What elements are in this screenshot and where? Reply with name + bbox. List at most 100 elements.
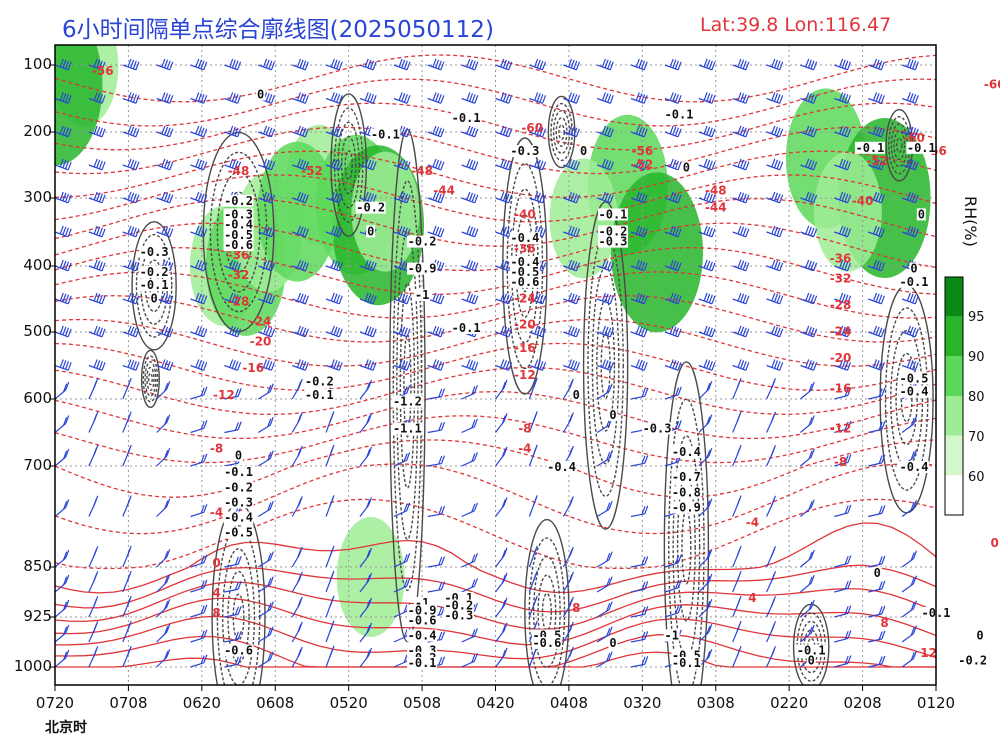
wind-barb-437 [834, 58, 852, 71]
temperature-label-8: -24 [250, 314, 272, 328]
omega-label-2: -0.2 [223, 194, 254, 208]
wind-barb-160 [325, 325, 343, 338]
wind-barb-39 [122, 92, 140, 104]
temperature-label-13: -4 [210, 506, 223, 520]
wind-barb-194 [393, 191, 411, 204]
wind-barb-75 [156, 649, 171, 668]
wind-barb-258 [495, 413, 508, 433]
wind-barb-456 [868, 58, 885, 71]
wind-barb-30 [88, 411, 99, 433]
isotherm-layer [55, 54, 936, 668]
wind-barb-449 [834, 454, 852, 467]
wind-barb-16 [55, 599, 70, 618]
wind-barb-261 [495, 547, 508, 568]
y-axis-label-6: 700 [23, 456, 52, 474]
wind-barb-277 [528, 411, 538, 433]
omega-label-25: -0.1 [854, 141, 885, 155]
wind-barb-163 [325, 411, 335, 433]
rh-region-1 [55, 45, 103, 166]
temperature-label-48: -60 [984, 77, 1000, 91]
isotherm-0 [55, 54, 936, 103]
wind-barb-303 [562, 646, 574, 668]
wind-barb-427 [800, 359, 818, 371]
temperature-label-40: -8 [834, 455, 847, 469]
wind-barb-228 [461, 58, 479, 71]
omega-contour-8-4 [216, 525, 261, 685]
wind-barb-101 [224, 259, 242, 272]
wind-barb-441 [834, 191, 852, 204]
omega-label-37: -0.1 [451, 321, 482, 335]
wind-barb-179 [359, 325, 377, 338]
colorbar-segment-4 [945, 435, 963, 476]
wind-barb-370 [698, 359, 716, 371]
wind-barb-189 [359, 647, 373, 668]
wind-barb-152 [325, 58, 343, 71]
wind-barb-325 [630, 125, 648, 138]
isotherm-18 [55, 498, 936, 570]
wind-barb-395 [732, 570, 742, 593]
wind-barb-432 [800, 549, 815, 568]
wind-barb-452 [834, 580, 852, 593]
wind-barb-103 [224, 325, 242, 338]
wind-barb-483 [901, 325, 919, 338]
wind-barb-185 [359, 547, 373, 568]
wind-barb-161 [325, 359, 343, 371]
rh-region-15 [336, 517, 405, 637]
svg-text:-0.2: -0.2 [599, 224, 628, 238]
wind-barb-84 [190, 325, 208, 338]
svg-text:0: 0 [573, 388, 580, 402]
omega-contour-5-3 [672, 435, 701, 659]
x-axis-label-1: 0708 [109, 694, 148, 712]
wind-barb-147 [291, 546, 303, 568]
wind-barb-4 [55, 191, 72, 204]
wind-barb-148 [291, 571, 303, 593]
wind-barb-459 [868, 158, 885, 171]
omega-label-67: -0.6 [531, 636, 562, 650]
svg-text:0: 0 [257, 88, 264, 102]
colorbar-tick-label-4: 60 [968, 470, 985, 485]
wind-barb-26 [88, 292, 106, 305]
wind-barb-473 [868, 630, 886, 643]
temperature-label-layer: -56-52-48-44-40-36-32-28-24-20-16-12-8-4… [92, 64, 1000, 660]
x-axis-label-7: 0408 [549, 694, 588, 712]
wind-barb-351 [664, 359, 682, 371]
wind-barb-380 [732, 58, 750, 71]
omega-label-58: -0.3 [443, 609, 474, 623]
wind-barb-326 [630, 158, 648, 171]
isotherm-3 [55, 126, 936, 175]
omega-contour-2-2 [399, 282, 416, 489]
isotherm-16 [55, 439, 936, 498]
wind-barb-289 [563, 191, 580, 204]
wind-barb-166 [325, 545, 335, 568]
wind-barb-116 [258, 125, 276, 138]
wind-barb-122 [258, 325, 276, 338]
wind-barb-296 [562, 412, 574, 433]
omega-label-16: -0.4 [509, 255, 540, 269]
wind-barb-407 [766, 325, 784, 338]
isotherm-9 [55, 271, 936, 319]
wind-barb-89 [190, 504, 208, 518]
omega-label-42: 0 [571, 388, 581, 402]
svg-text:-1.2: -1.2 [393, 395, 422, 409]
wind-barb-137 [291, 191, 309, 204]
wind-barb-479 [901, 191, 919, 204]
wind-barb-446 [834, 359, 852, 371]
svg-text:-0.9: -0.9 [408, 604, 437, 618]
temperature-label-11: -12 [213, 388, 235, 402]
y-axis-label-4: 500 [23, 322, 52, 340]
colorbar-segment-0 [945, 277, 963, 317]
wind-barb-366 [698, 225, 716, 238]
wind-barb-184 [359, 497, 373, 517]
wind-barb-110 [224, 581, 242, 593]
wind-barb-76 [190, 58, 208, 71]
temperature-label-33: -36 [830, 252, 852, 266]
wind-barb-505 [935, 431, 936, 433]
svg-text:-0.2: -0.2 [444, 599, 473, 613]
wind-barb-286 [563, 92, 580, 104]
wind-barb-390 [732, 377, 742, 400]
wind-barb-44 [122, 259, 140, 272]
wind-barb-21 [88, 125, 106, 138]
wind-barb-118 [258, 191, 276, 204]
wind-barb-141 [291, 325, 309, 338]
wind-barb-330 [630, 292, 648, 305]
